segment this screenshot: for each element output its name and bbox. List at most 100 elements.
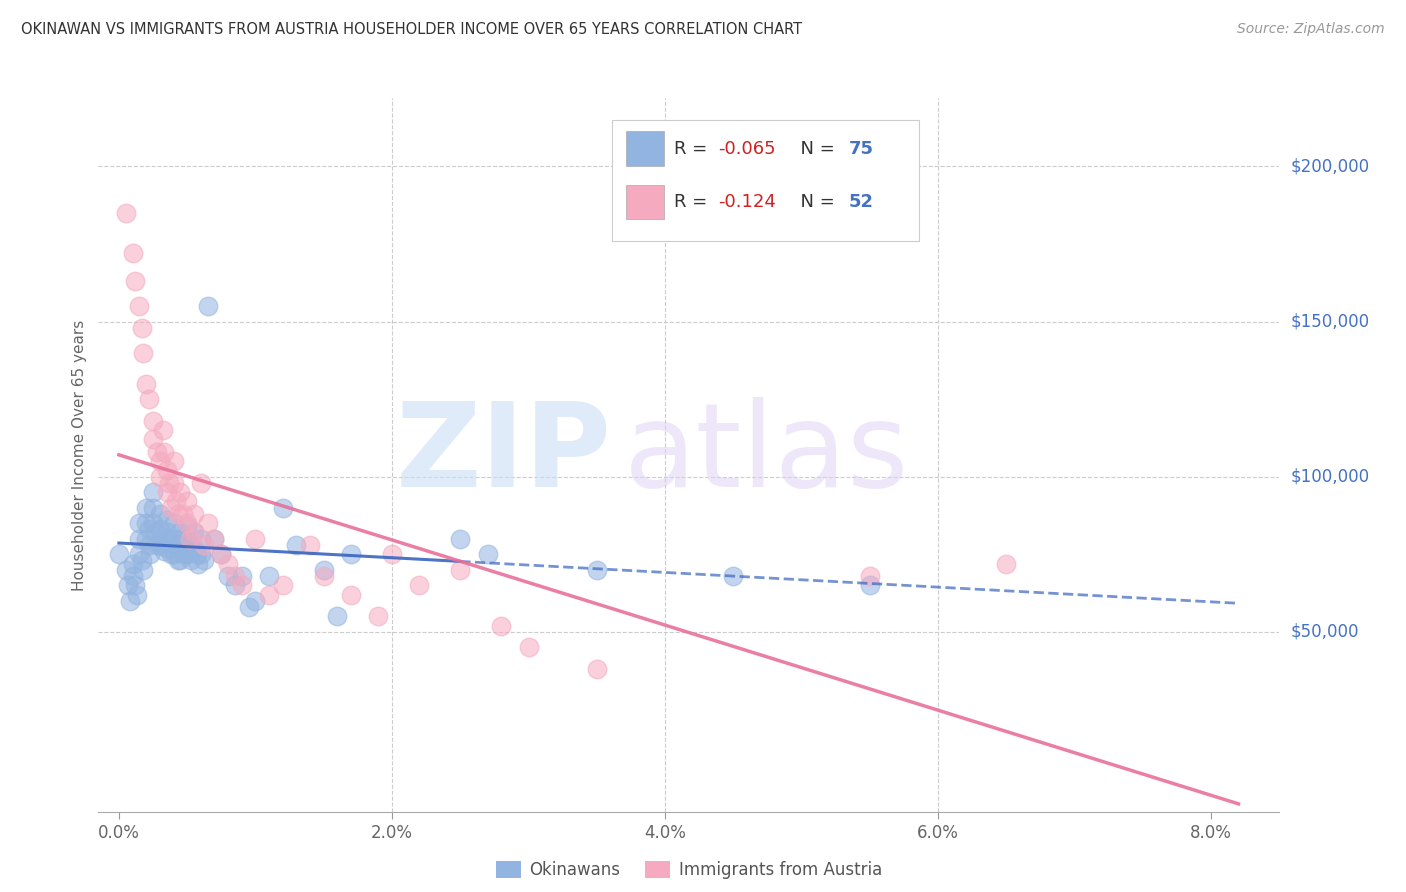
Point	[340, 547, 363, 561]
Point	[117, 578, 139, 592]
Point	[340, 588, 363, 602]
Point	[176, 494, 198, 508]
Point	[204, 532, 226, 546]
Point	[197, 299, 219, 313]
Point	[152, 532, 174, 546]
Point	[245, 593, 267, 607]
Point	[149, 507, 172, 521]
Point	[121, 246, 143, 260]
Legend: Okinawans, Immigrants from Austria: Okinawans, Immigrants from Austria	[489, 854, 889, 886]
Point	[477, 547, 499, 561]
Point	[209, 547, 232, 561]
Point	[142, 414, 165, 428]
Point	[179, 532, 201, 546]
Point	[257, 569, 280, 583]
Point	[326, 609, 349, 624]
Point	[159, 547, 181, 561]
Point	[367, 609, 389, 624]
Point	[169, 538, 191, 552]
Point	[859, 578, 882, 592]
Point	[299, 538, 322, 552]
Point	[165, 494, 187, 508]
Point	[145, 525, 167, 540]
Point	[156, 541, 179, 555]
Point	[172, 507, 194, 521]
Point	[132, 345, 155, 359]
Point	[165, 538, 187, 552]
Text: -0.124: -0.124	[718, 193, 776, 211]
Point	[121, 557, 143, 571]
Point	[142, 485, 165, 500]
Point	[128, 547, 150, 561]
Point	[723, 569, 745, 583]
Bar	[626, 185, 664, 219]
Point	[162, 475, 184, 490]
Point	[183, 525, 205, 540]
Point	[224, 569, 246, 583]
Point	[166, 507, 188, 521]
Point	[135, 516, 157, 531]
Point	[186, 547, 208, 561]
Point	[285, 538, 308, 552]
Point	[157, 475, 180, 490]
Point	[124, 578, 146, 592]
Point	[176, 532, 198, 546]
Point	[153, 445, 176, 459]
Point	[156, 525, 179, 540]
Point	[183, 525, 205, 540]
Text: OKINAWAN VS IMMIGRANTS FROM AUSTRIA HOUSEHOLDER INCOME OVER 65 YEARS CORRELATION: OKINAWAN VS IMMIGRANTS FROM AUSTRIA HOUS…	[21, 22, 803, 37]
Point	[245, 532, 267, 546]
Point	[108, 547, 131, 561]
Point	[271, 500, 294, 515]
Point	[257, 588, 280, 602]
Text: atlas: atlas	[624, 398, 910, 512]
Point	[149, 538, 172, 552]
Point	[172, 532, 194, 546]
Point	[128, 299, 150, 313]
Point	[209, 547, 232, 561]
Point	[449, 532, 471, 546]
Point	[128, 516, 150, 531]
Point	[114, 206, 136, 220]
Point	[176, 547, 198, 561]
Point	[125, 588, 148, 602]
Point	[217, 557, 239, 571]
Point	[131, 320, 153, 334]
Text: $150,000: $150,000	[1291, 312, 1369, 331]
Point	[859, 569, 882, 583]
Point	[173, 547, 195, 561]
Point	[132, 563, 155, 577]
Point	[162, 547, 184, 561]
Point	[153, 544, 176, 558]
Point	[169, 485, 191, 500]
Point	[149, 454, 172, 468]
Point	[183, 507, 205, 521]
Point	[131, 553, 153, 567]
Point	[142, 500, 165, 515]
Point	[135, 376, 157, 391]
Bar	[626, 131, 664, 166]
Point	[124, 274, 146, 288]
Point	[142, 516, 165, 531]
Point	[135, 500, 157, 515]
Point	[381, 547, 404, 561]
Point	[312, 569, 335, 583]
Point	[271, 578, 294, 592]
Text: 52: 52	[848, 193, 873, 211]
Point	[169, 525, 191, 540]
Point	[166, 553, 188, 567]
Text: N =: N =	[789, 193, 841, 211]
Point	[138, 538, 160, 552]
Point	[231, 578, 253, 592]
Point	[159, 500, 181, 515]
Point	[157, 532, 180, 546]
Point	[139, 547, 162, 561]
Point	[169, 553, 191, 567]
Point	[312, 563, 335, 577]
Point	[149, 522, 172, 536]
Point	[128, 532, 150, 546]
Point	[183, 541, 205, 555]
Y-axis label: Householder Income Over 65 years: Householder Income Over 65 years	[72, 319, 87, 591]
Point	[408, 578, 430, 592]
Point	[138, 522, 160, 536]
